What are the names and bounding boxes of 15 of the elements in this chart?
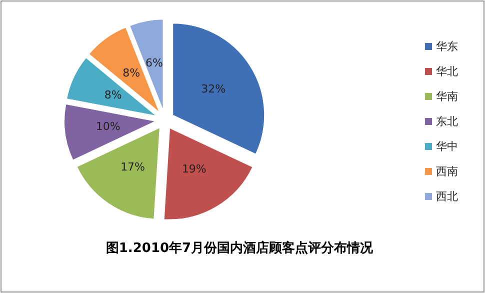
- data-label: 8%: [104, 88, 122, 102]
- data-label: 17%: [120, 160, 146, 174]
- legend-label: 东北: [436, 115, 458, 128]
- data-label: 8%: [122, 66, 140, 80]
- legend-label: 华中: [436, 140, 458, 154]
- text: 图1.2010年7月份国内酒店顾客点评分布情况: [106, 240, 374, 256]
- data-label: 32%: [201, 82, 226, 96]
- legend-label: 华东: [436, 40, 458, 54]
- legend-label: 西北: [436, 190, 458, 204]
- legend-label: 华北: [436, 65, 458, 78]
- data-label: 19%: [182, 162, 206, 176]
- legend-label: 华南: [436, 90, 458, 104]
- data-label: 10%: [96, 120, 120, 134]
- legend-label: 西南: [436, 165, 458, 178]
- data-label: 6%: [146, 56, 163, 70]
